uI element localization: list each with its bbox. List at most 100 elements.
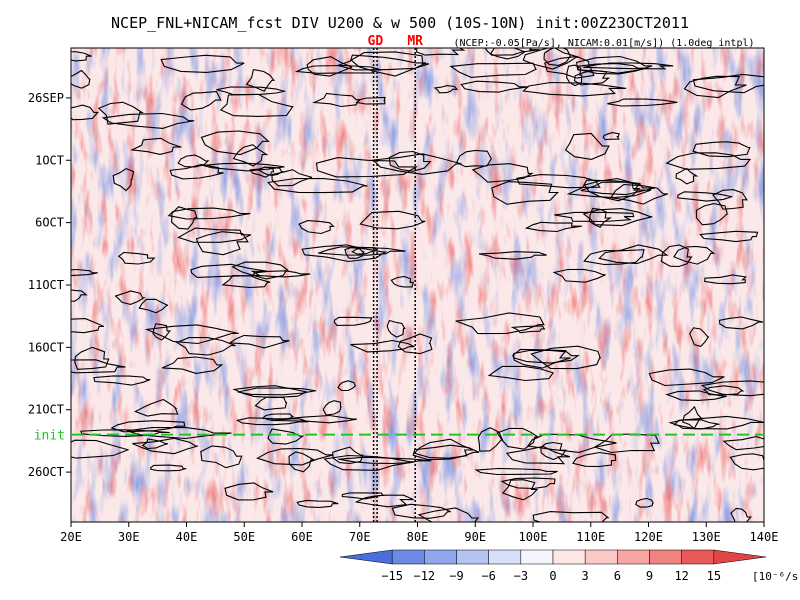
omega-contour [505,445,571,465]
omega-contour [71,51,92,62]
omega-contour [195,231,249,256]
omega-contour [271,414,357,424]
omega-contour [729,453,764,471]
omega-contour [397,333,433,355]
omega-contour [134,398,179,417]
omega-contour [202,162,285,172]
omega-contour [388,150,432,172]
omega-contour [71,289,88,302]
omega-contour [610,183,669,205]
omega-contour [322,400,342,416]
omega-contour [692,141,751,158]
y-tick-label: 16OCT [28,340,64,354]
x-tick-label: 130E [692,530,721,544]
omega-contour [527,433,617,453]
colorbar-swatch [681,549,715,565]
plot-area [71,48,764,522]
omega-contour [522,81,627,97]
omega-contour [224,482,274,501]
omega-contour [228,334,290,349]
omega-contour [144,324,239,345]
omega-contour [460,80,529,93]
omega-contour [312,92,360,108]
omega-contour [216,86,286,96]
omega-contour [219,93,294,117]
omega-contour [575,55,653,75]
omega-contour [71,268,98,277]
x-tick-label: 40E [176,530,198,544]
omega-contour [101,112,195,129]
omega-contour [167,207,251,220]
omega-contour [344,247,365,259]
omega-contour [540,441,567,461]
omega-contour [522,48,580,70]
omega-contour [543,48,572,66]
x-tick-label: 70E [349,530,371,544]
colorbar: −15 −12 −9 −6 −3 0 3 6 9 12 15 [10⁻⁶/s] [339,549,800,583]
omega-contour [160,54,245,73]
chart-title: NCEP_FNL+NICAM_fcst DIV U200 & w 500 (10… [111,14,689,32]
colorbar-tick-label: 9 [646,569,653,583]
omega-contour [496,427,540,450]
omega-contour [635,497,655,508]
omega-contour [110,420,186,433]
x-axis: 20E 30E 40E 50E 60E 70E 80E 90E 100E 110E 120E 130E… [60,522,778,544]
x-tick-label: 90E [464,530,486,544]
omega-contour [71,318,105,334]
omega-contour [571,451,617,468]
omega-contour [359,210,426,230]
omega-contour [477,427,504,452]
omega-contour [296,499,339,508]
omega-contour [471,163,535,183]
omega-contour [71,359,126,374]
colorbar-tick-label: −3 [514,569,528,583]
omega-contour [152,323,172,341]
omega-contour [501,479,539,501]
omega-contour [112,167,135,192]
y-tick-label: 11OCT [28,278,64,292]
colorbar-swatch [552,549,586,565]
omega-contour [673,245,716,265]
omega-contour [200,130,270,156]
omega-contour [665,390,727,401]
omega-contour [355,96,386,105]
omega-contour [232,385,307,399]
x-tick-label: 50E [233,530,255,544]
colorbar-swatch [339,549,393,565]
omega-contour [513,349,580,364]
y-tick-label: 6OCT [35,216,64,230]
omega-contour [660,244,693,268]
omega-contour [704,274,747,285]
omega-contour [354,494,414,508]
omega-contour [730,507,752,522]
omega-contour [491,181,560,205]
y-tick-label: 26SEP [28,91,64,105]
omega-contour [318,246,406,256]
omega-contour [350,51,430,77]
omega-contour [554,211,635,223]
omega-contour [267,177,368,194]
colorbar-tick-label: 3 [582,569,589,583]
omega-contour [71,104,100,121]
colorbar-swatch [713,549,767,565]
omega-contour [665,152,752,170]
colorbar-tick-label: −15 [381,569,403,583]
colorbar-tick-label: 0 [549,569,556,583]
x-tick-label: 20E [60,530,82,544]
omega-contour [677,191,733,202]
colorbar-tick-label: −9 [449,569,463,583]
omega-contour [718,316,764,330]
omega-contour [598,244,669,265]
colorbar-swatch [649,549,682,565]
colorbar-swatch [424,549,457,565]
omega-contour [530,345,602,370]
omega-contour [114,290,146,305]
colorbar-tick-label: 6 [614,569,621,583]
omega-contour [602,132,620,141]
omega-contour [583,178,641,202]
omega-contour [487,365,554,382]
omega-contour [256,447,334,466]
x-tick-label: 30E [118,530,140,544]
omega-contour [580,181,656,196]
